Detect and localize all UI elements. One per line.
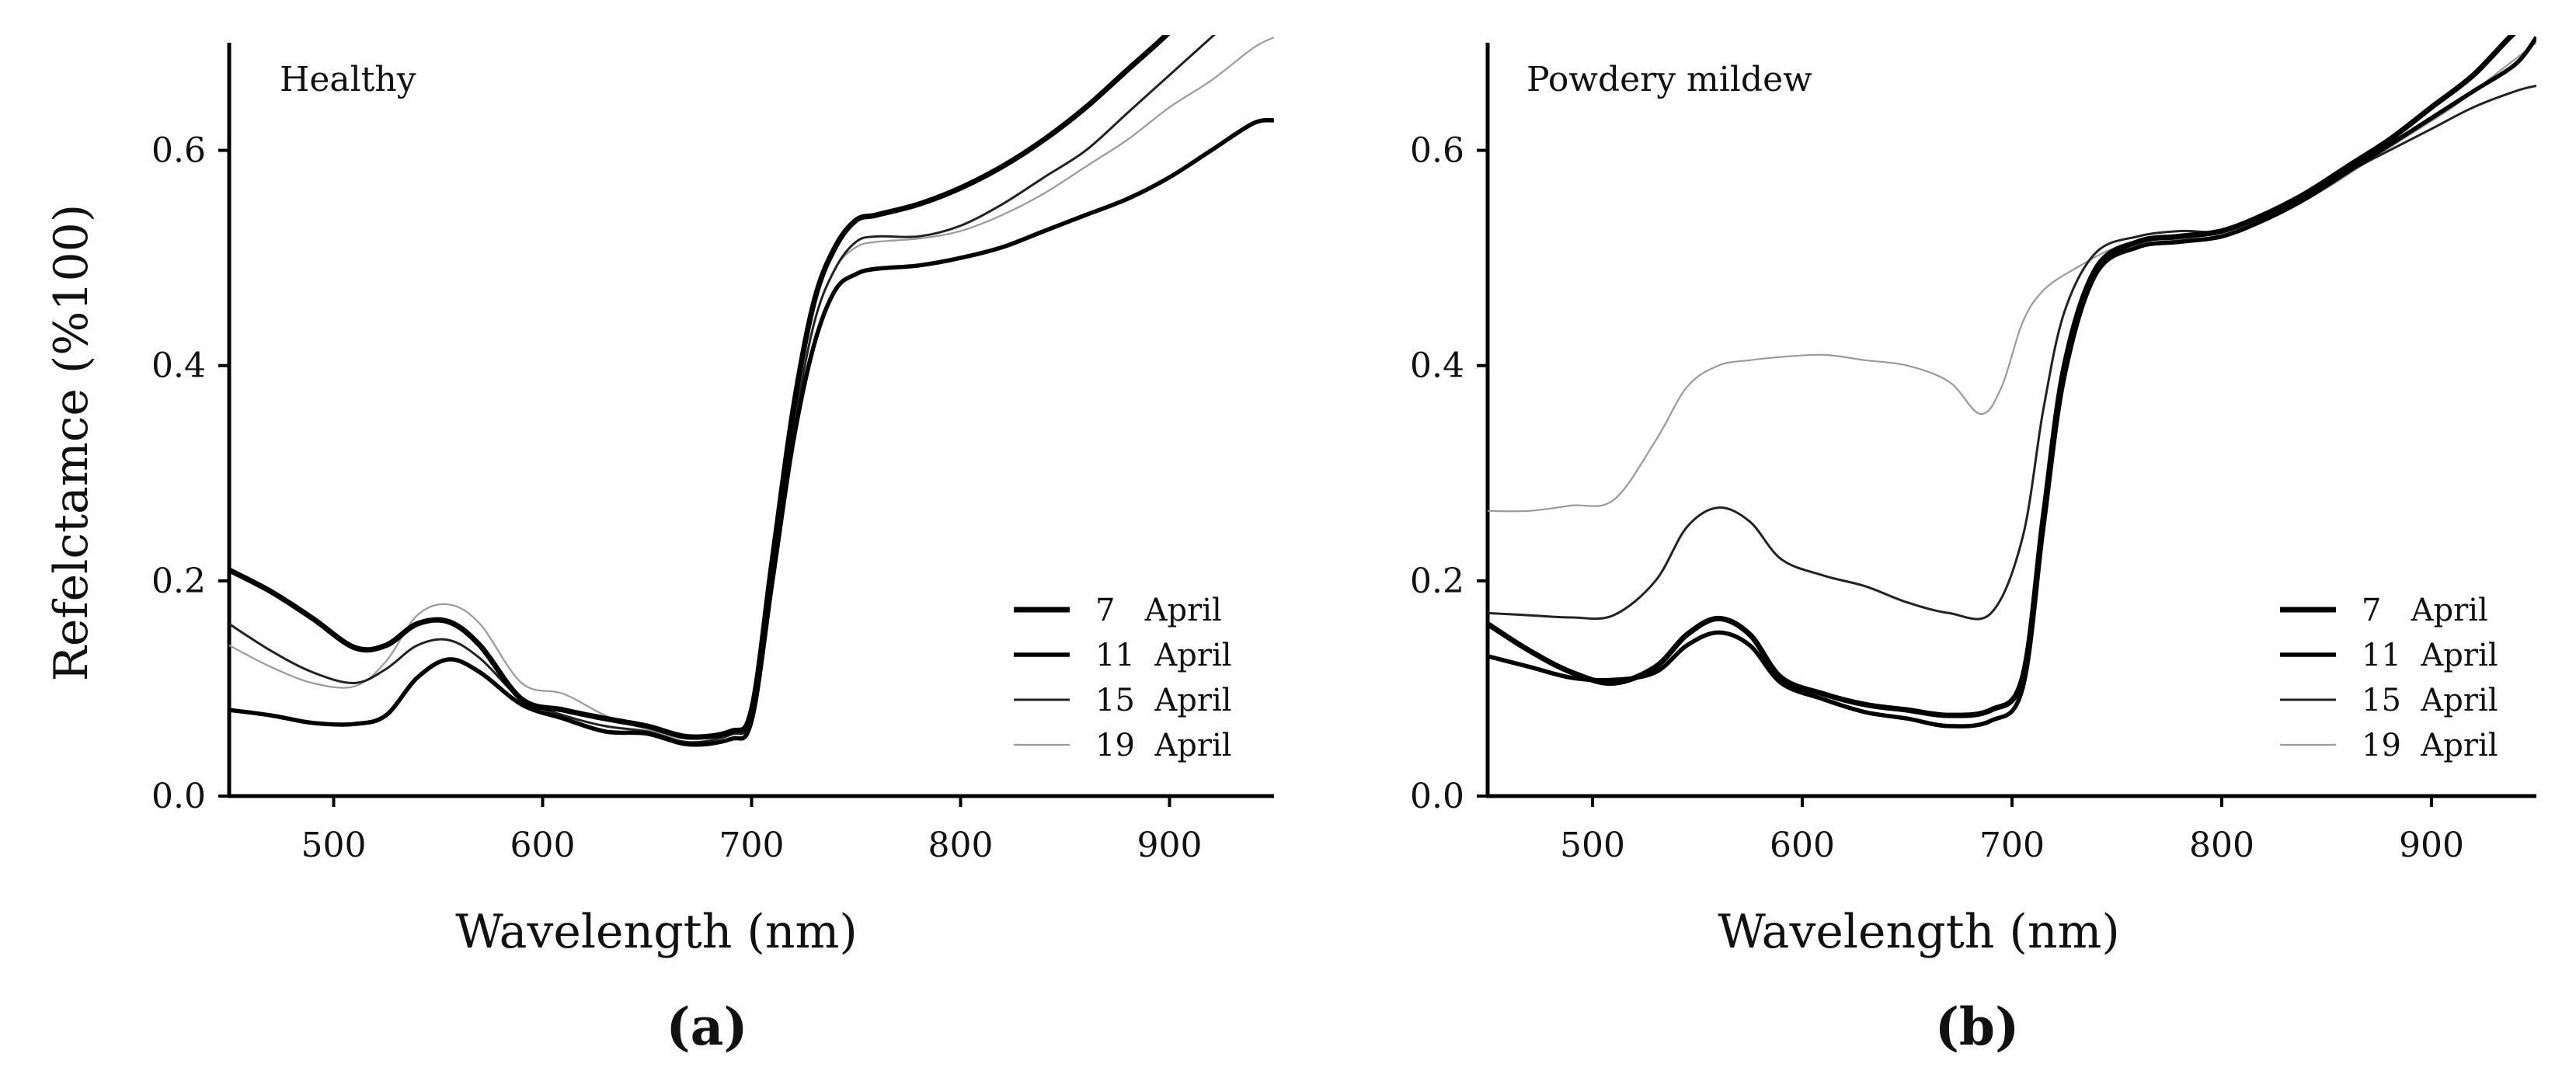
- legend-label: 7 April: [2362, 593, 2488, 628]
- y-tick-label: 0.2: [151, 562, 206, 601]
- y-tick-label: 0.0: [1410, 777, 1464, 816]
- panel-healthy-ticks: 500 600 700 800 900 0.0 0.2 0.4 0.6: [151, 131, 1202, 865]
- x-tick-label: 800: [928, 826, 994, 865]
- x-tick-label: 500: [301, 826, 367, 865]
- panel-healthy-series: [229, 35, 1274, 747]
- x-tick-label: 600: [1770, 826, 1835, 865]
- series-line-7-april: [1488, 35, 2516, 718]
- x-tick-label: 800: [2189, 826, 2254, 865]
- legend-label: 11 April: [2362, 638, 2498, 673]
- panel-powdery-mildew-xlabel: Wavelength (nm): [1718, 905, 2120, 959]
- y-tick-label: 0.0: [151, 777, 206, 816]
- panel-healthy-legend: 7 April 11 April 15 April 19 April: [1014, 593, 1232, 763]
- x-tick-label: 900: [2399, 826, 2464, 865]
- y-tick-label: 0.4: [151, 346, 206, 386]
- panel-powdery-mildew-series: [1488, 35, 2536, 729]
- x-tick-label: 900: [1137, 826, 1203, 865]
- x-tick-label: 700: [1979, 826, 2045, 865]
- x-tick-label: 600: [510, 826, 576, 865]
- legend-label: 7 April: [1095, 593, 1222, 628]
- y-tick-label: 0.2: [1410, 562, 1464, 601]
- panel-powdery-mildew-ticks: 500 600 700 800 900 0.0 0.2 0.4 0.6: [1410, 131, 2464, 865]
- x-tick-label: 500: [1560, 826, 1625, 865]
- legend-label: 11 April: [1095, 638, 1232, 673]
- series-line-7-april: [229, 35, 1171, 740]
- legend-label: 15 April: [2362, 683, 2498, 718]
- panel-powdery-mildew-title: Powdery mildew: [1526, 60, 1812, 99]
- y-tick-label: 0.6: [1410, 131, 1464, 171]
- series-line-19-april: [1488, 42, 2536, 513]
- y-axis-title: Refelctamce (%100): [44, 204, 99, 682]
- panel-powdery-mildew-legend: 7 April 11 April 15 April 19 April: [2280, 593, 2498, 763]
- legend-label: 19 April: [1095, 728, 1232, 763]
- panel-healthy-title: Healthy: [280, 60, 416, 99]
- y-tick-label: 0.4: [1410, 346, 1464, 386]
- x-tick-label: 700: [719, 826, 785, 865]
- legend-label: 15 April: [1095, 683, 1232, 718]
- panel-healthy-caption: (a): [666, 996, 747, 1057]
- panel-powdery-mildew: 500 600 700 800 900 0.0 0.2 0.4 0.6 Powdery mild…: [1410, 35, 2536, 1057]
- series-line-11-april: [229, 117, 1274, 747]
- panel-powdery-mildew-caption: (b): [1935, 996, 2020, 1057]
- panel-healthy: 500 600 700 800 900 0.0 0.2 0.4 0.6 Healthy 7 Ap…: [151, 35, 1274, 1057]
- panel-healthy-xlabel: Wavelength (nm): [455, 905, 858, 959]
- y-tick-label: 0.6: [151, 131, 206, 171]
- legend-label: 19 April: [2362, 728, 2498, 763]
